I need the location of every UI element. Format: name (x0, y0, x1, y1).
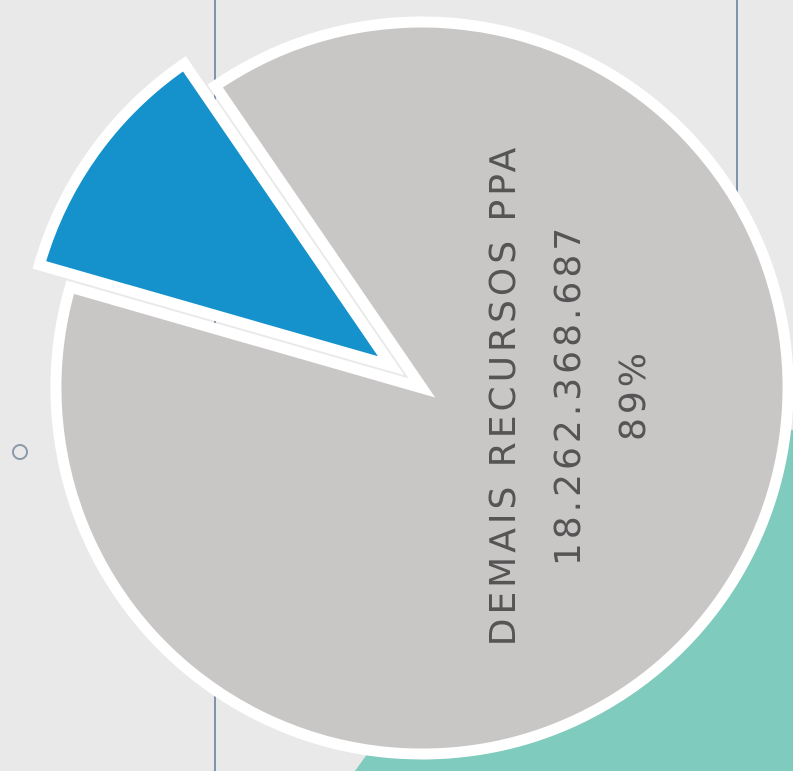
slice-label: DEMAIS RECURSOS PPA 18.262.368.687 89% (483, 144, 654, 647)
slice-percent: 89% (613, 349, 654, 441)
slice-name: DEMAIS RECURSOS PPA (483, 144, 524, 647)
bullet-circle (12, 444, 28, 460)
pie (32, 16, 793, 760)
pie-slice (32, 56, 405, 376)
pie-slice (50, 16, 793, 760)
slice-amount: 18.262.368.687 (548, 224, 589, 566)
